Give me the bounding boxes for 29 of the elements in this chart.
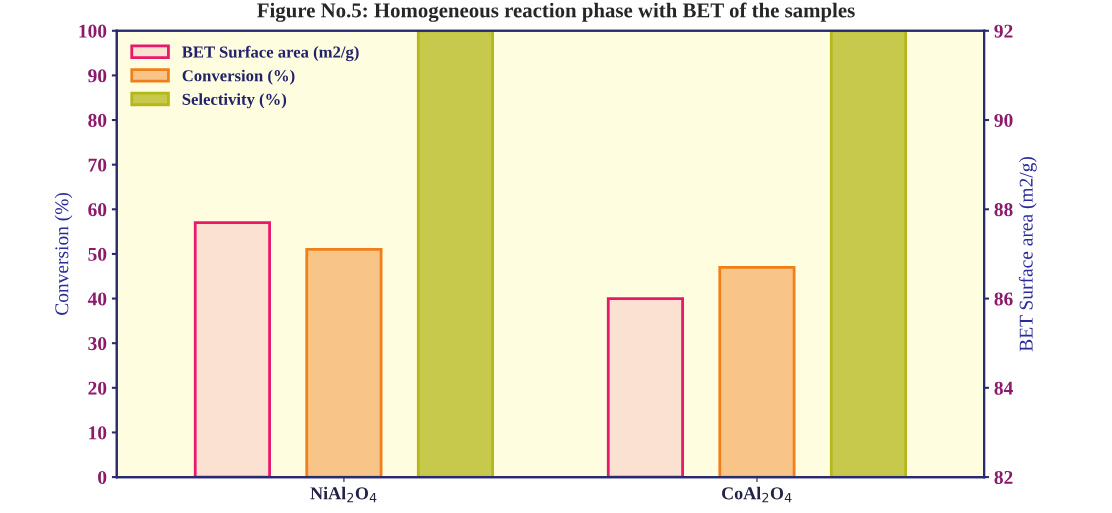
y2-tick-label: 88	[994, 203, 1013, 217]
bar	[305, 248, 383, 478]
y-tick-label: 20	[88, 381, 107, 395]
y-tick-label: 0	[98, 470, 107, 485]
y-tick-label: 60	[88, 203, 107, 217]
y-tick-label: 80	[88, 113, 107, 127]
legend-label: BET Surface area (m2/g)	[182, 45, 359, 62]
y2-tick-label: 86	[994, 292, 1013, 306]
y-tick-label: 70	[88, 158, 107, 172]
bar	[416, 30, 495, 478]
legend-label: Conversion (%)	[182, 69, 295, 85]
y2-tick-label: 84	[994, 381, 1013, 395]
y2-tick-label: 82	[994, 470, 1013, 485]
bar	[718, 265, 796, 478]
y-tick-label: 90	[88, 69, 107, 83]
y-axis-title: Conversion (%)	[54, 192, 73, 315]
y-tick-label: 40	[87, 292, 107, 306]
y2-axis-title: BET Surface area (m2/g)	[1018, 156, 1037, 352]
legend-label: Selectivity (%)	[182, 93, 287, 109]
bar	[829, 30, 908, 478]
y2-tick-label: 92	[994, 24, 1013, 38]
chart-title: Figure No.5: Homogeneous reaction phase with BET of the samples	[257, 2, 855, 22]
y-tick-label: 50	[88, 247, 107, 261]
x-tick-label: CoAl$_{2}$O$_{4}$	[722, 486, 792, 503]
y-tick-label: 10	[89, 426, 107, 440]
y2-tick-label: 90	[994, 113, 1013, 127]
x-tick-label: NiAl$_{2}$O$_{4}$	[310, 486, 377, 503]
y-tick-label: 100	[79, 24, 107, 38]
y-tick-label: 30	[88, 337, 107, 351]
